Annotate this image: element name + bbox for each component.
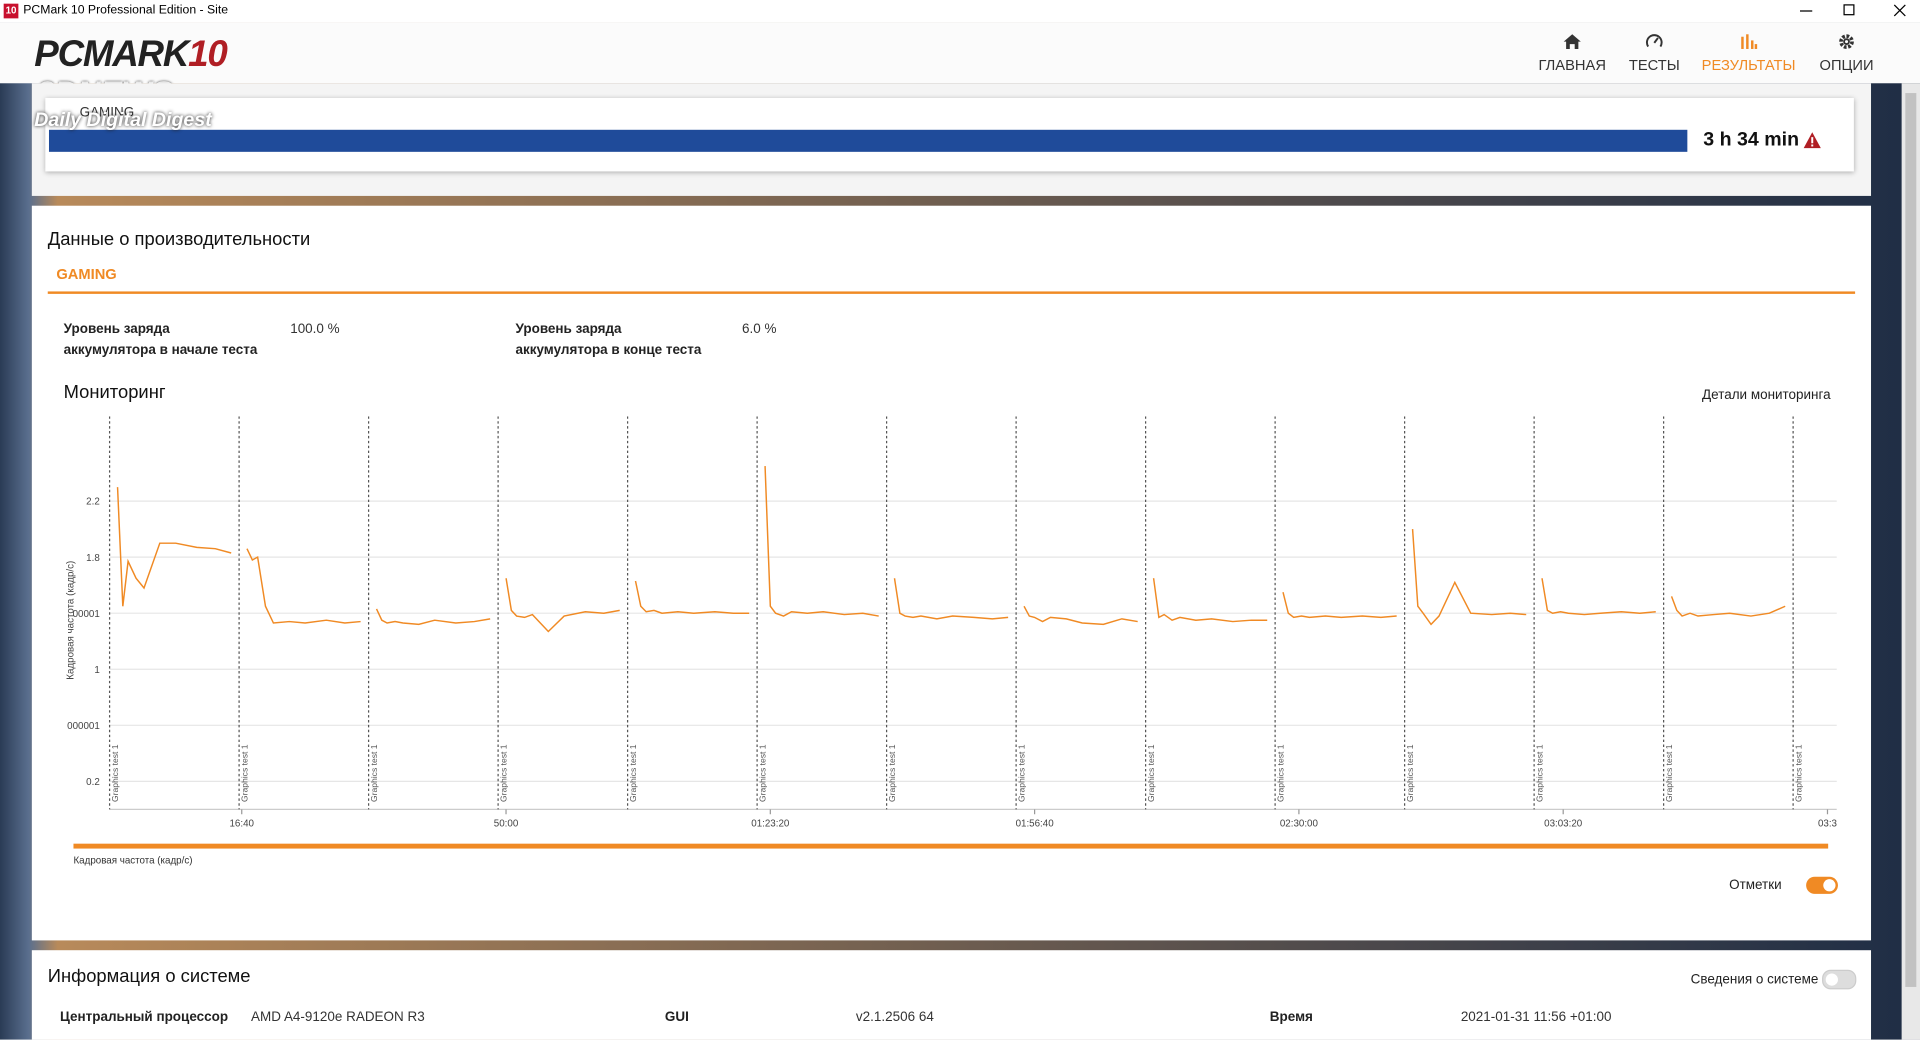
test-marker-label: Graphics test 1 (628, 744, 638, 802)
details-link[interactable]: Детали мониторинга (1702, 388, 1831, 403)
info-value: AMD A4-9120e RADEON R3 (251, 1010, 425, 1025)
y-tick-label: 00001 (73, 609, 100, 620)
battery-label: аккумулятора в начале теста (63, 342, 258, 358)
result-duration: 3 h 34 min (1703, 129, 1800, 151)
window-title: PCMark 10 Professional Edition - Site (23, 3, 229, 18)
app-icon: 10 (3, 3, 19, 19)
nav-item[interactable]: ГЛАВНАЯ (1523, 22, 1621, 73)
system-panel: Информация о системе Сведения о системе … (31, 950, 1872, 1040)
info-label: Центральный процессор (60, 1010, 229, 1025)
nav-item[interactable]: РЕЗУЛЬТАТЫ (1700, 22, 1798, 73)
test-marker-label: Graphics test 1 (1664, 744, 1674, 802)
test-marker-label: Graphics test 1 (369, 744, 379, 802)
header: PCMARK10 3DNEWS ГЛАВНАЯТЕСТЫРЕЗУЛЬТАТЫОП… (0, 22, 1920, 110)
test-marker-label: Graphics test 1 (1017, 744, 1027, 802)
x-tick-label: 50:00 (494, 819, 519, 830)
tab-underline (47, 291, 1856, 294)
y-tick-label: 2.2 (86, 497, 100, 508)
result-panel: GAMING 3 h 34 min (31, 83, 1872, 196)
performance-panel: Данные о производительности GAMING Урове… (31, 205, 1872, 941)
info-value: v2.1.2506 64 (855, 1010, 934, 1025)
logo-sup: 10 (188, 34, 228, 75)
logo-text: PCMARK (34, 34, 189, 75)
marks-label: Отметки (1729, 877, 1782, 893)
window-controls[interactable] (1788, 0, 1920, 22)
y-tick-label: 1.8 (86, 553, 100, 564)
test-marker-label: Graphics test 1 (758, 744, 768, 802)
series-line (116, 466, 1786, 633)
battery-label: Уровень заряда (515, 322, 622, 337)
test-marker-label: Graphics test 1 (499, 744, 509, 802)
test-marker-label: Graphics test 1 (1794, 744, 1804, 802)
test-marker-label: Graphics test 1 (110, 744, 120, 802)
logo: PCMARK10 (34, 34, 228, 76)
nav-icon (1563, 34, 1581, 49)
nav-label: ОПЦИИ (1819, 56, 1874, 74)
watermark-tagline: Daily Digital Digest (34, 110, 212, 132)
y-axis-label: Кадровая частота (кадр/с) (65, 561, 76, 680)
result-card[interactable]: GAMING 3 h 34 min (45, 97, 1854, 172)
test-marker-label: Graphics test 1 (1276, 744, 1286, 802)
nav-icon (1645, 34, 1663, 48)
result-name: GAMING (79, 105, 135, 121)
nav-item[interactable]: ОПЦИИ (1798, 22, 1896, 73)
battery-label: Уровень заряда (63, 322, 170, 337)
battery-value: 6.0 % (742, 322, 777, 337)
legend-swatch (73, 843, 1829, 849)
scrollbar[interactable] (1901, 83, 1920, 1040)
title-bar: 10 PCMark 10 Professional Edition - Site (0, 0, 1920, 23)
test-marker-label: Graphics test 1 (1146, 744, 1156, 802)
monitoring-title: Мониторинг (63, 382, 166, 403)
nav-item[interactable]: ТЕСТЫ (1605, 22, 1703, 73)
x-tick-label: 01:56:40 (1016, 819, 1055, 830)
x-tick-label: 02:30:00 (1280, 819, 1319, 830)
info-value: 2021-01-31 11:56 +01:00 (1460, 1010, 1612, 1025)
x-tick-label: 01:23:20 (751, 819, 790, 830)
warning-icon (1803, 132, 1821, 149)
result-bar (48, 129, 1688, 152)
legend-label: Кадровая частота (кадр/с) (73, 855, 192, 866)
system-toggle-label: Сведения о системе (1690, 972, 1819, 987)
x-tick-label: 16:40 (229, 819, 254, 830)
test-marker-label: Graphics test 1 (1535, 744, 1545, 802)
info-label: Время (1269, 1010, 1313, 1025)
section-title: Данные о производительности (47, 228, 311, 250)
x-tick-label: 03:03:20 (1544, 819, 1583, 830)
y-tick-label: 0.2 (86, 777, 100, 788)
y-tick-label: 000001 (67, 721, 100, 732)
nav-label: ТЕСТЫ (1628, 56, 1680, 74)
monitoring-chart: 0.2 000001 1 00001 1.8 2.2 16:40 50:00 01:23:20 0… (65, 416, 1838, 866)
nav-label: РЕЗУЛЬТАТЫ (1701, 56, 1796, 74)
test-marker-label: Graphics test 1 (887, 744, 897, 802)
test-marker-label: Graphics test 1 (1405, 744, 1415, 802)
y-tick-label: 1 (94, 665, 99, 676)
system-toggle[interactable] (1822, 969, 1857, 990)
x-tick-label: 03:3 (1818, 819, 1838, 830)
nav-icon (1741, 34, 1758, 49)
battery-label: аккумулятора в конце теста (515, 342, 702, 358)
nav-label: ГЛАВНАЯ (1538, 56, 1606, 74)
tab[interactable]: GAMING (56, 265, 117, 283)
battery-value: 100.0 % (290, 322, 340, 337)
nav-icon (1839, 34, 1854, 49)
test-marker-label: Graphics test 1 (240, 744, 250, 802)
system-title: Информация о системе (47, 966, 251, 987)
marks-toggle[interactable] (1806, 876, 1838, 894)
info-label: GUI (664, 1010, 689, 1025)
